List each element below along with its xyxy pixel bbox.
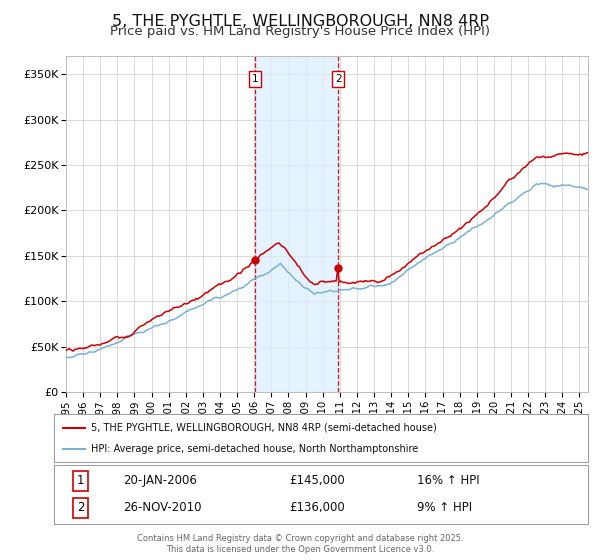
Text: 20-JAN-2006: 20-JAN-2006 bbox=[124, 474, 197, 487]
Bar bbox=[255, 56, 338, 392]
Text: 9% ↑ HPI: 9% ↑ HPI bbox=[417, 501, 472, 514]
Text: 2: 2 bbox=[335, 74, 341, 83]
Text: 5, THE PYGHTLE, WELLINGBOROUGH, NN8 4RP: 5, THE PYGHTLE, WELLINGBOROUGH, NN8 4RP bbox=[112, 14, 488, 29]
Text: £145,000: £145,000 bbox=[289, 474, 345, 487]
Text: 5, THE PYGHTLE, WELLINGBOROUGH, NN8 4RP (semi-detached house): 5, THE PYGHTLE, WELLINGBOROUGH, NN8 4RP … bbox=[91, 423, 437, 433]
Text: 16% ↑ HPI: 16% ↑ HPI bbox=[417, 474, 480, 487]
Text: 1: 1 bbox=[77, 474, 85, 487]
Text: Price paid vs. HM Land Registry's House Price Index (HPI): Price paid vs. HM Land Registry's House … bbox=[110, 25, 490, 38]
Text: Contains HM Land Registry data © Crown copyright and database right 2025.: Contains HM Land Registry data © Crown c… bbox=[137, 534, 463, 543]
Text: 1: 1 bbox=[252, 74, 259, 83]
Text: 2: 2 bbox=[77, 501, 85, 514]
Text: HPI: Average price, semi-detached house, North Northamptonshire: HPI: Average price, semi-detached house,… bbox=[91, 444, 419, 454]
Text: 26-NOV-2010: 26-NOV-2010 bbox=[124, 501, 202, 514]
Text: This data is licensed under the Open Government Licence v3.0.: This data is licensed under the Open Gov… bbox=[166, 545, 434, 554]
Text: £136,000: £136,000 bbox=[289, 501, 345, 514]
